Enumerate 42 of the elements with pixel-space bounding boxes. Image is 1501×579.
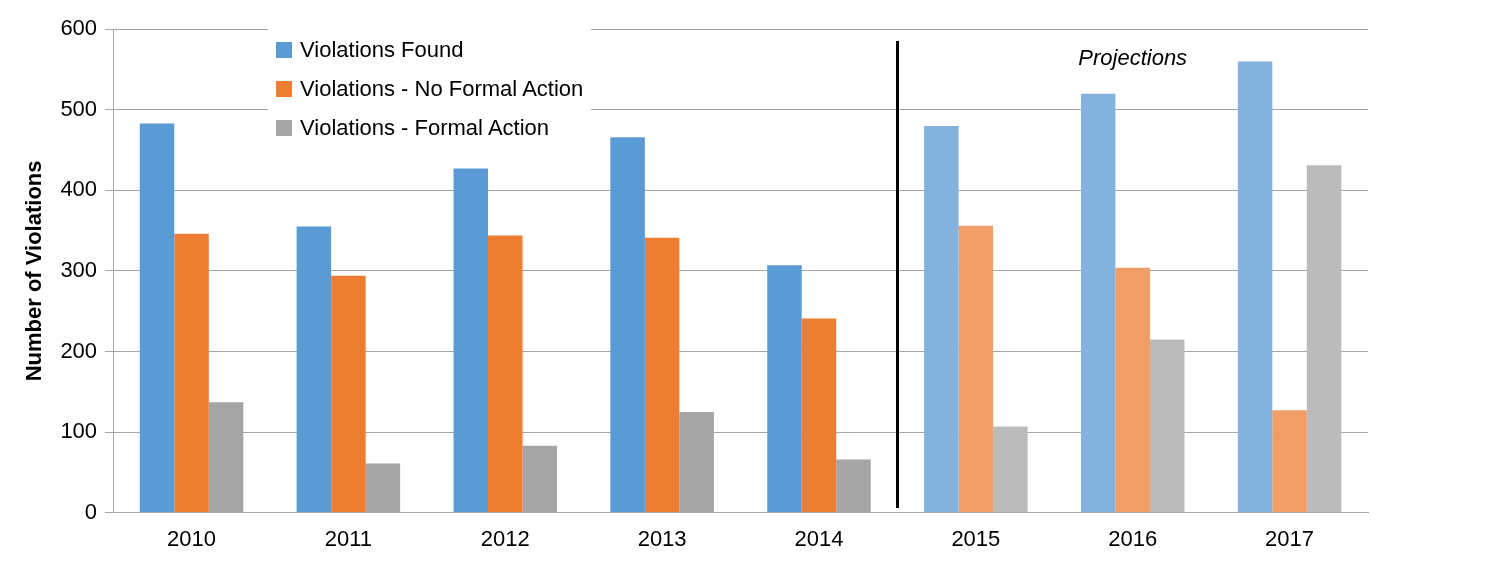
y-tick-label: 500 <box>60 95 98 121</box>
x-tick-label: 2014 <box>794 525 844 551</box>
x-tick-label: 2011 <box>324 525 373 551</box>
bar <box>644 237 680 513</box>
y-tick-label: 100 <box>60 418 98 444</box>
bar <box>1237 61 1273 513</box>
bar <box>958 225 994 513</box>
bar <box>174 233 209 513</box>
bar <box>1272 410 1307 513</box>
bar <box>331 275 366 513</box>
bar <box>296 226 332 513</box>
y-axis-title: Number of Violations <box>21 160 47 382</box>
bar <box>1080 93 1116 513</box>
bar <box>1306 165 1342 513</box>
bar <box>1149 339 1185 513</box>
y-tick-label: 400 <box>60 176 98 202</box>
y-tick-label: 600 <box>60 15 98 41</box>
bar <box>836 459 871 513</box>
bar <box>522 445 558 513</box>
bar <box>993 426 1028 513</box>
legend-label: Violations Found <box>300 36 464 64</box>
bar <box>610 137 645 513</box>
legend-label: Violations - No Formal Action <box>300 75 584 103</box>
bar <box>453 168 489 513</box>
bar <box>365 463 401 513</box>
bar <box>801 318 837 513</box>
x-tick-label: 2016 <box>1108 525 1158 551</box>
legend-label: Violations - Formal Action <box>300 114 550 142</box>
bar <box>924 125 959 513</box>
x-tick-label: 2017 <box>1265 525 1315 551</box>
bar <box>488 235 523 513</box>
x-tick-label: 2012 <box>480 525 530 551</box>
bar <box>139 123 175 513</box>
x-tick-label: 2010 <box>167 525 217 551</box>
x-tick-label: 2013 <box>637 525 687 551</box>
annotation: Projections <box>1078 45 1188 71</box>
x-tick-label: 2015 <box>951 525 1001 551</box>
y-tick-label: 300 <box>60 256 98 282</box>
bar <box>1115 267 1150 513</box>
bar <box>767 265 802 513</box>
y-tick-label: 200 <box>60 337 98 363</box>
y-tick-label: 0 <box>84 498 98 524</box>
